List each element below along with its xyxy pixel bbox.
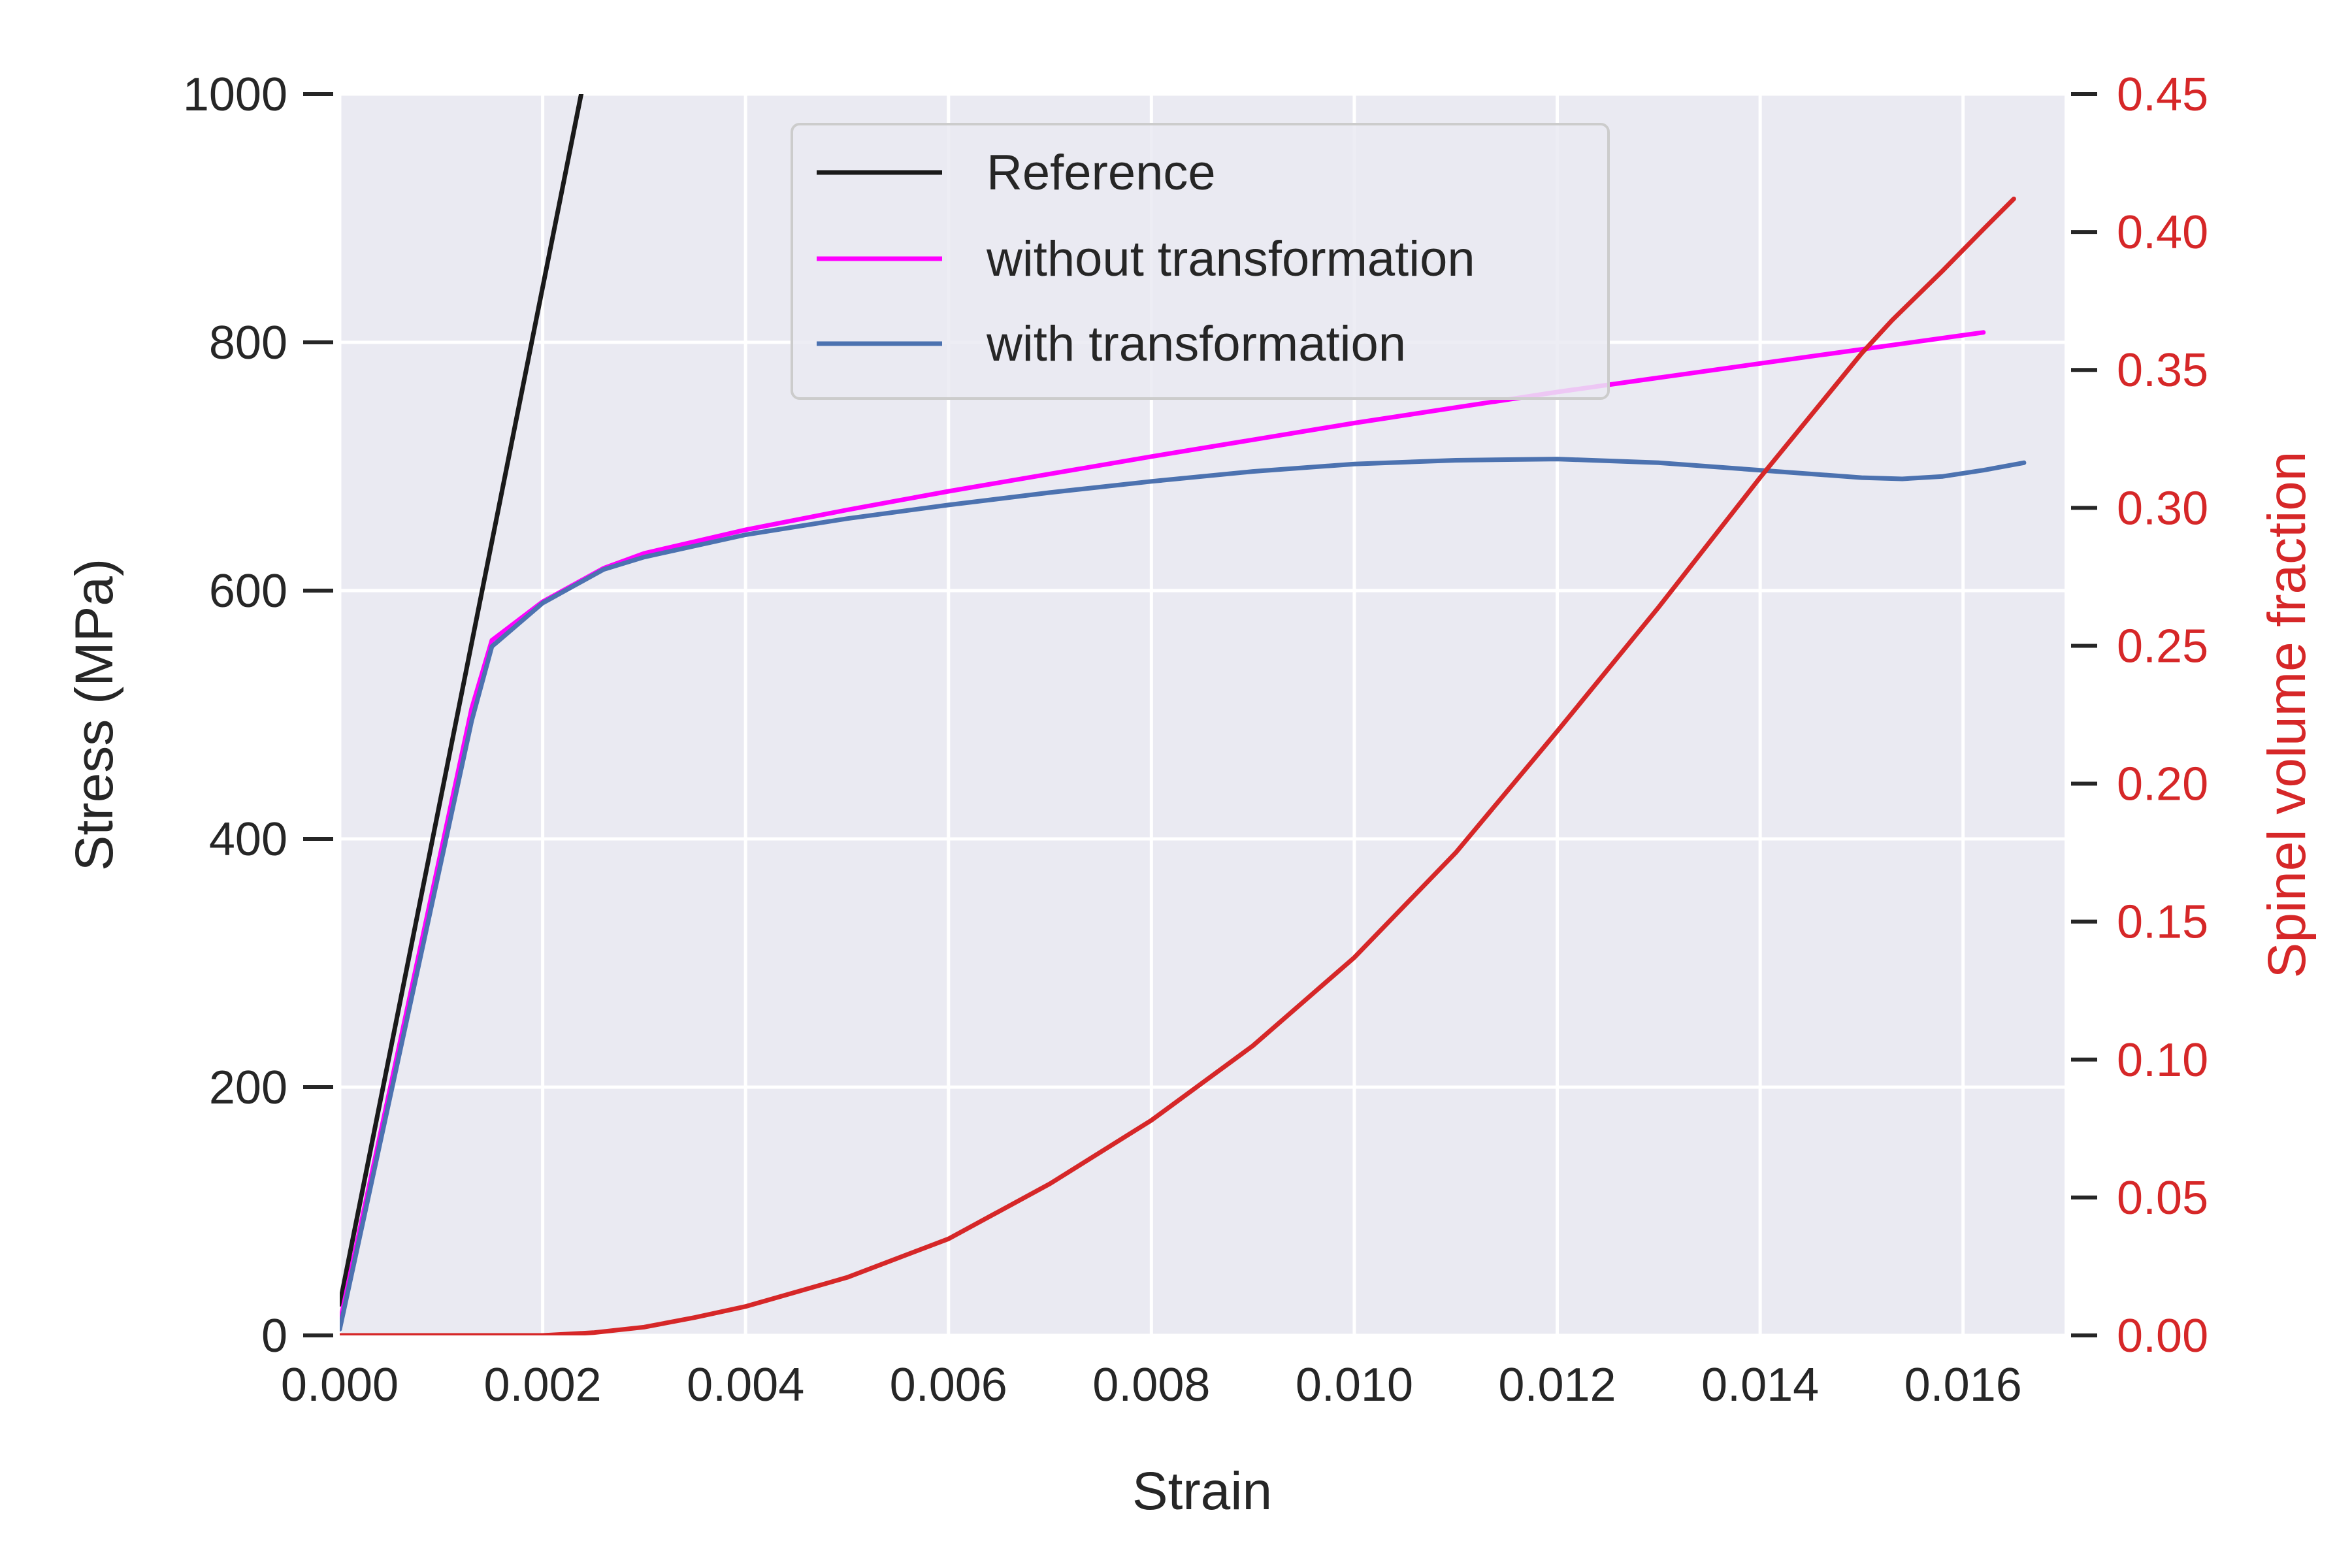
left-axis: 0 200 400 600 800 1000	[183, 69, 333, 1362]
with-transformation-line	[340, 457, 2027, 1331]
y-tick-label: 1000	[183, 69, 287, 121]
bottom-axis: 0.000 0.002 0.004 0.006 0.008 0.010 0.012 0.014…	[281, 1359, 2022, 1411]
x-tick-label: 0.002	[483, 1359, 601, 1411]
y2-tick-label: 0.35	[2117, 344, 2208, 397]
legend: Reference without transformation with tr…	[791, 123, 1610, 400]
y2-tick-label: 0.25	[2117, 620, 2208, 672]
x-tick-label: 0.016	[1904, 1359, 2022, 1411]
x-tick-label: 0.006	[890, 1359, 1007, 1411]
y2-tick-label: 0.05	[2117, 1172, 2208, 1224]
y2-tick-label: 0.10	[2117, 1034, 2208, 1086]
x-axis-label: Strain	[1132, 1462, 1272, 1521]
y2-tick-label: 0.20	[2117, 759, 2208, 811]
y-tick-label: 0	[261, 1310, 287, 1362]
y-tick-label: 400	[209, 813, 287, 866]
y2-axis-label: Spinel volume fraction	[2257, 451, 2317, 979]
x-tick-label: 0.008	[1092, 1359, 1210, 1411]
y2-tick-label: 0.45	[2117, 69, 2208, 121]
legend-label-without-transformation: without transformation	[986, 231, 1475, 287]
x-tick-label: 0.010	[1296, 1359, 1413, 1411]
y-tick-label: 600	[209, 565, 287, 617]
y2-tick-label: 0.15	[2117, 896, 2208, 949]
spinel-fraction-line	[340, 196, 2016, 1335]
x-tick-label: 0.014	[1701, 1359, 1819, 1411]
y2-tick-label: 0.40	[2117, 206, 2208, 259]
y-tick-label: 200	[209, 1062, 287, 1114]
reference-line	[340, 94, 584, 1307]
series-lines	[340, 94, 2027, 1335]
x-tick-label: 0.000	[281, 1359, 399, 1411]
y2-tick-label: 0.00	[2117, 1310, 2208, 1362]
y-tick-label: 800	[209, 317, 287, 369]
y-axis-label: Stress (MPa)	[65, 559, 124, 871]
legend-label-reference: Reference	[987, 145, 1216, 201]
x-tick-label: 0.012	[1498, 1359, 1616, 1411]
legend-label-with-transformation: with transformation	[986, 316, 1406, 372]
legend-box	[791, 123, 1610, 400]
right-axis: 0.00 0.05 0.10 0.15 0.20 0.25 0.30 0.35 0.40 0.45	[2071, 69, 2208, 1362]
x-tick-label: 0.004	[687, 1359, 804, 1411]
y2-tick-label: 0.30	[2117, 482, 2208, 534]
